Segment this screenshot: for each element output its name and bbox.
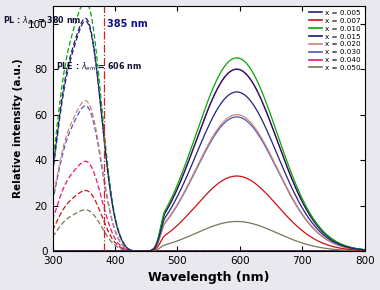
Text: PL : $\lambda_{ex}$ = 380 nm: PL : $\lambda_{ex}$ = 380 nm: [3, 15, 81, 27]
X-axis label: Wavelength (nm): Wavelength (nm): [148, 271, 269, 284]
Text: 385 nm: 385 nm: [107, 19, 148, 29]
Legend: x = 0.005, x = 0.007, x = 0.010, x = 0.015, x = 0.020, x = 0.030, x = 0.040, x =: x = 0.005, x = 0.007, x = 0.010, x = 0.0…: [308, 9, 361, 72]
Y-axis label: Relative intensity (a.u.): Relative intensity (a.u.): [13, 59, 23, 198]
Text: PLE : $\lambda_{em}$ = 606 nm: PLE : $\lambda_{em}$ = 606 nm: [56, 60, 142, 73]
